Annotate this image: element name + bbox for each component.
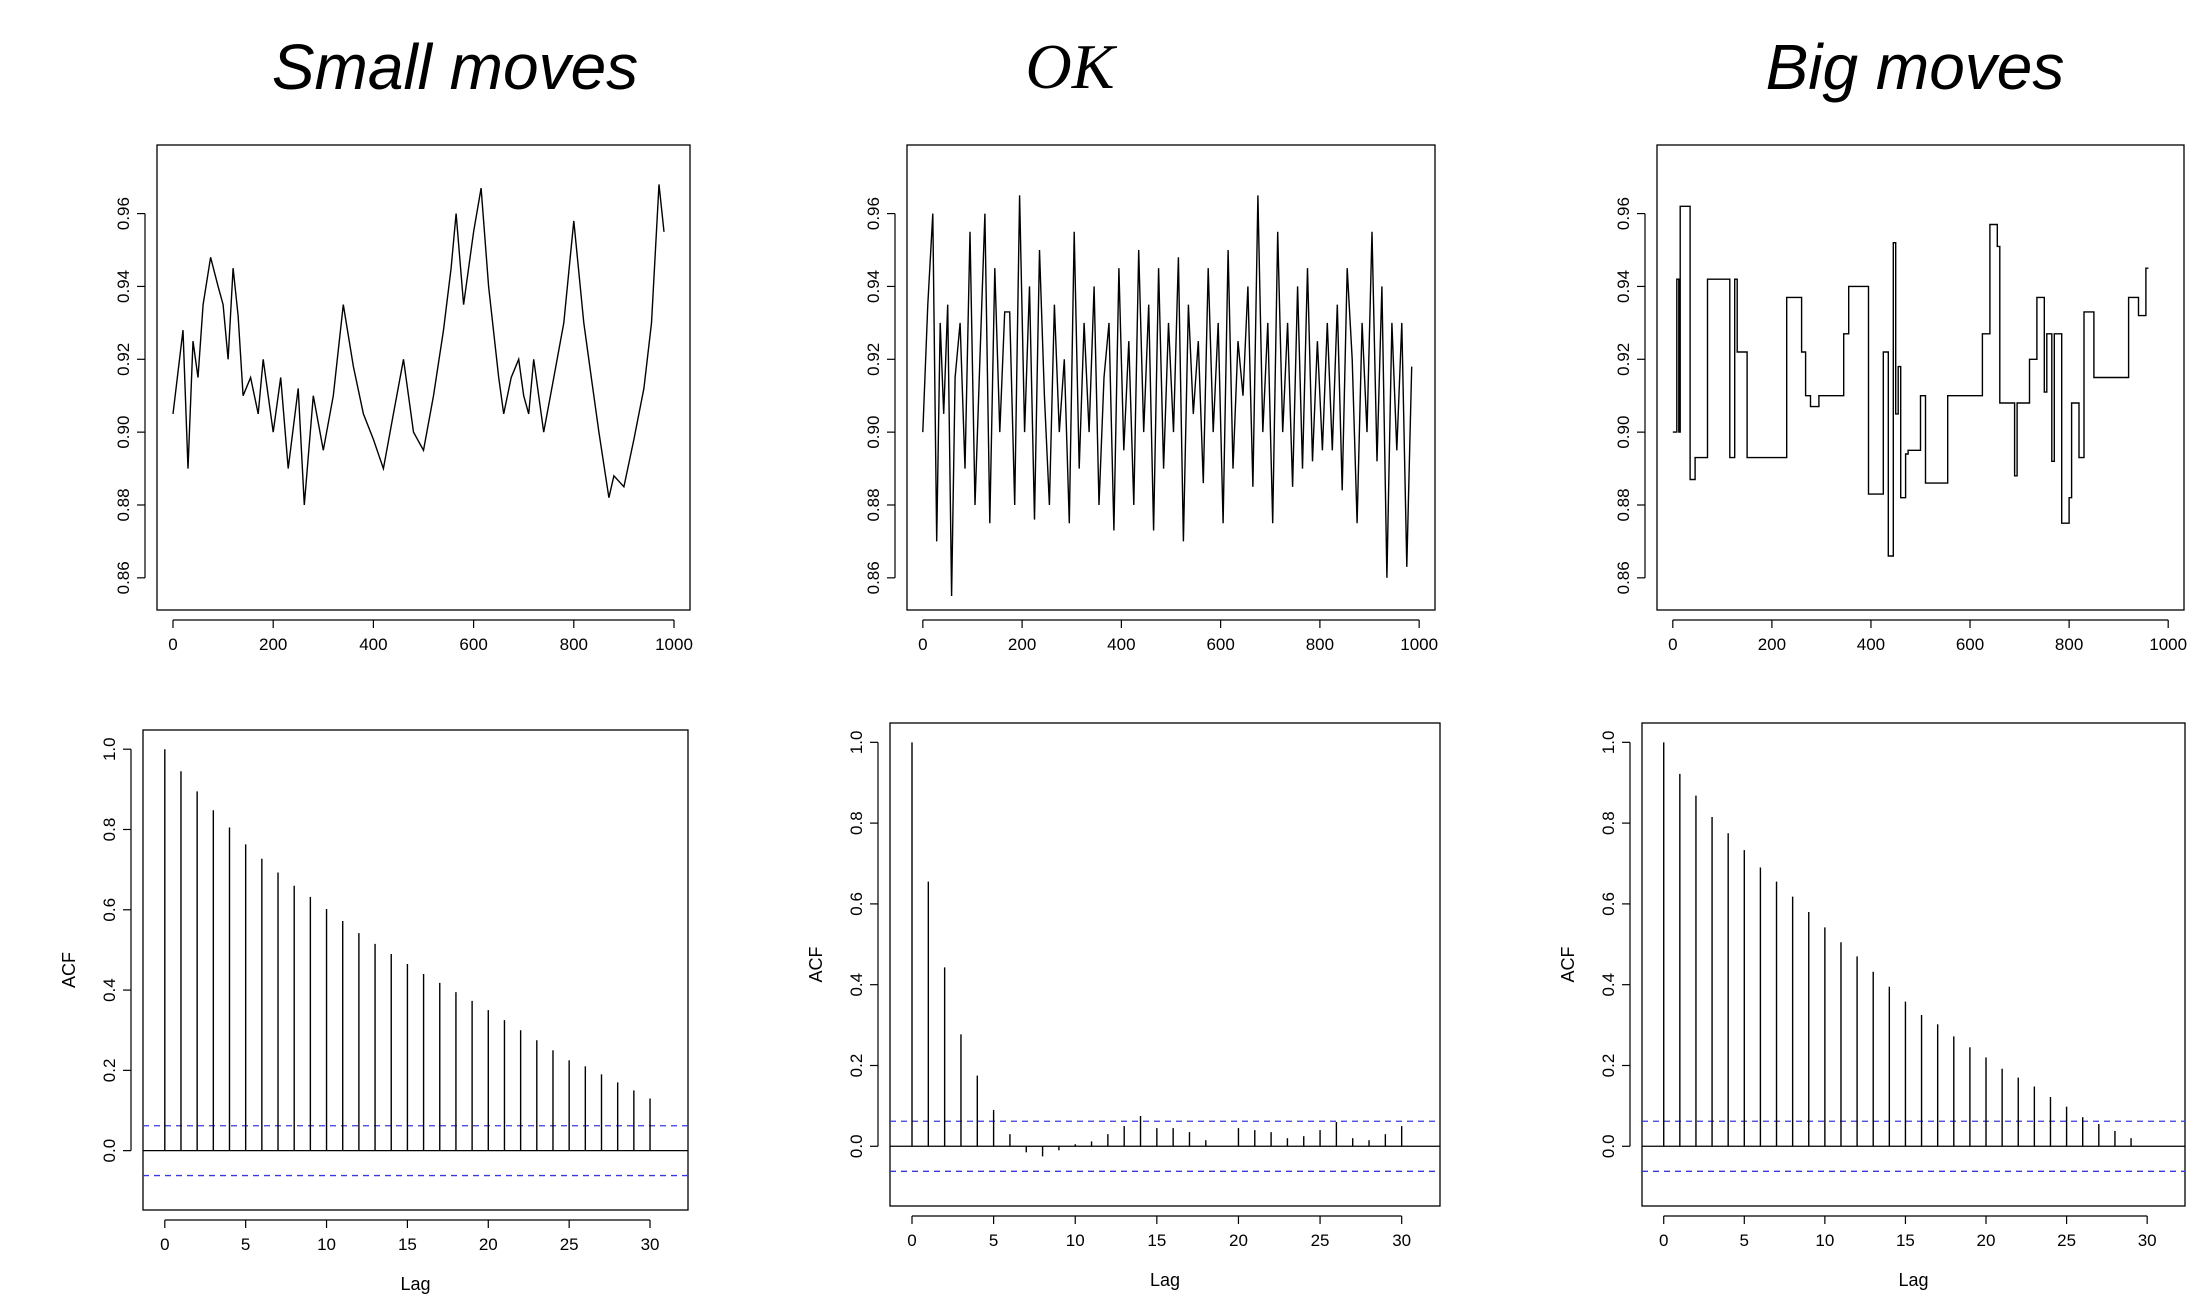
x-tick-label: 1000 [1400,635,1438,654]
y-tick-label: 0.6 [1599,892,1618,916]
x-tick-label: 5 [989,1231,998,1250]
x-tick-label: 800 [560,635,588,654]
y-tick-label: 0.6 [100,898,119,922]
y-tick-label: 0.86 [864,561,883,594]
x-tick-label: 30 [2138,1231,2157,1250]
x-tick-label: 0 [907,1231,916,1250]
y-tick-label: 0.90 [1614,416,1633,449]
title-big-moves: Big moves [1765,31,2065,103]
y-tick-label: 0.94 [864,270,883,303]
x-tick-label: 400 [1857,635,1885,654]
plot-frame-1 [906,144,1436,611]
y-tick-label: 0.0 [1599,1134,1618,1158]
x-tick-label: 25 [1311,1231,1330,1250]
y-tick-label: 0.4 [1599,973,1618,997]
x-tick-label: 600 [459,635,487,654]
x-tick-label: 15 [398,1235,417,1254]
x-tick-label: 400 [359,635,387,654]
y-tick-label: 0.8 [847,811,866,835]
y-axis-label: ACF [1558,946,1578,982]
x-tick-label: 200 [1758,635,1786,654]
y-tick-label: 0.94 [114,270,133,303]
x-tick-label: 0 [1659,1231,1668,1250]
plot-frame-5 [1641,722,2186,1207]
x-tick-label: 0 [168,635,177,654]
x-tick-label: 800 [2055,635,2083,654]
x-tick-label: 15 [1896,1231,1915,1250]
y-tick-label: 0.96 [1614,197,1633,230]
y-tick-label: 0.8 [100,818,119,842]
y-tick-label: 0.92 [114,343,133,376]
y-tick-label: 1.0 [847,730,866,754]
x-tick-label: 200 [1008,635,1036,654]
plot-frame-0 [156,144,691,611]
trace-line [172,184,665,506]
y-tick-label: 0.86 [1614,561,1633,594]
x-tick-label: 0 [918,635,927,654]
title-small-moves: Small moves [271,31,639,103]
y-tick-label: 0.4 [847,973,866,997]
x-tick-label: 5 [1740,1231,1749,1250]
x-tick-label: 400 [1107,635,1135,654]
x-tick-label: 600 [1206,635,1234,654]
x-tick-label: 20 [479,1235,498,1254]
y-tick-label: 0.2 [100,1059,119,1083]
x-tick-label: 800 [1306,635,1334,654]
x-axis-label: Lag [1150,1270,1180,1290]
x-tick-label: 5 [241,1235,250,1254]
y-tick-label: 0.92 [864,343,883,376]
y-tick-label: 0.8 [1599,811,1618,835]
y-tick-label: 0.2 [847,1054,866,1078]
y-tick-label: 0.4 [100,978,119,1002]
y-tick-label: 0.92 [1614,343,1633,376]
x-tick-label: 30 [1392,1231,1411,1250]
plot-frame-2 [1656,144,2185,611]
trace-line [922,195,1413,597]
y-tick-label: 0.6 [847,892,866,916]
x-tick-label: 10 [317,1235,336,1254]
y-tick-label: 0.96 [114,197,133,230]
plot-frame-3 [142,729,689,1211]
y-axis-label: ACF [806,946,826,982]
x-tick-label: 10 [1066,1231,1085,1250]
x-axis-label: Lag [1898,1270,1928,1290]
y-tick-label: 0.0 [100,1139,119,1163]
x-tick-label: 25 [560,1235,579,1254]
x-tick-label: 15 [1147,1231,1166,1250]
x-tick-label: 1000 [2149,635,2187,654]
trace-line [1672,205,2149,557]
y-tick-label: 0.96 [864,197,883,230]
y-tick-label: 0.86 [114,561,133,594]
y-tick-label: 1.0 [1599,730,1618,754]
y-tick-label: 0.88 [864,488,883,521]
x-axis-label: Lag [400,1274,430,1294]
x-tick-label: 1000 [655,635,693,654]
y-tick-label: 1.0 [100,737,119,761]
x-tick-label: 600 [1956,635,1984,654]
x-tick-label: 200 [259,635,287,654]
title-ok: OK [1025,31,1115,102]
y-tick-label: 0.88 [1614,488,1633,521]
y-tick-label: 0.2 [1599,1054,1618,1078]
x-tick-label: 20 [1977,1231,1996,1250]
x-tick-label: 25 [2057,1231,2076,1250]
y-tick-label: 0.90 [114,416,133,449]
x-tick-label: 10 [1815,1231,1834,1250]
y-tick-label: 0.88 [114,488,133,521]
x-tick-label: 0 [160,1235,169,1254]
x-tick-label: 20 [1229,1231,1248,1250]
plot-frame-4 [889,722,1441,1207]
y-tick-label: 0.94 [1614,270,1633,303]
y-tick-label: 0.90 [864,416,883,449]
x-tick-label: 30 [641,1235,660,1254]
y-tick-label: 0.0 [847,1134,866,1158]
y-axis-label: ACF [59,952,79,988]
x-tick-label: 0 [1668,635,1677,654]
